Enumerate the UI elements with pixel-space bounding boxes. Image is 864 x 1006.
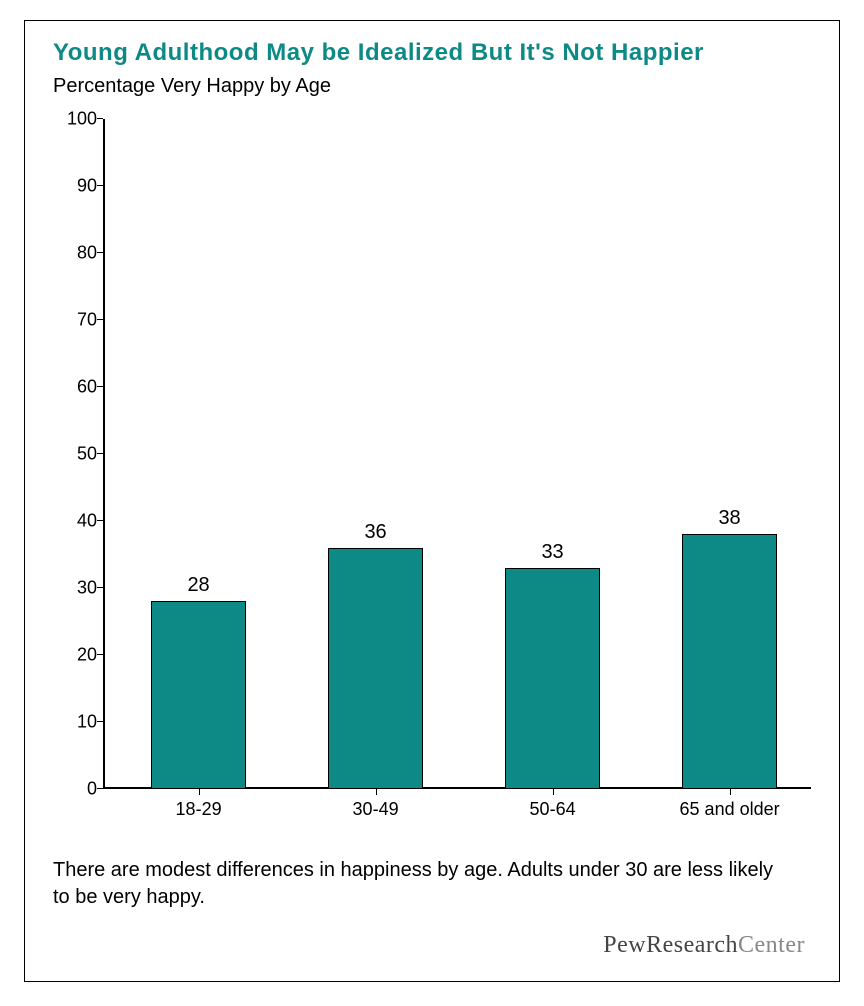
y-tick-label: 0: [53, 779, 97, 800]
footer-brand: PewResearchCenter: [603, 932, 805, 959]
y-tick-mark: [97, 118, 103, 119]
bar: 36: [328, 548, 424, 789]
y-tick-mark: [97, 587, 103, 588]
footer-brand-prefix: PewResearch: [603, 932, 738, 958]
y-tick-label: 60: [53, 377, 97, 398]
chart-area: 28 36 33 38 0 10 20 30 40 50 60 70 80 90 100 18-2930-…: [53, 109, 815, 829]
y-tick-mark: [97, 252, 103, 253]
y-tick-mark: [97, 520, 103, 521]
x-axis-label: 18-29: [110, 799, 287, 820]
y-tick-label: 30: [53, 578, 97, 599]
page: Young Adulthood May be Idealized But It'…: [0, 0, 864, 1006]
plot-region: 28363338 0102030405060708090100: [103, 119, 811, 789]
y-tick-mark: [97, 185, 103, 186]
y-tick-label: 40: [53, 511, 97, 532]
x-axis-label: 50-64: [464, 799, 641, 820]
x-axis-label: 65 and older: [641, 799, 818, 820]
bar: 28: [151, 601, 247, 789]
bar: 38: [682, 534, 778, 789]
y-tick-mark: [97, 721, 103, 722]
bars-container: 28 36 33 38: [103, 119, 811, 789]
y-tick-label: 20: [53, 645, 97, 666]
y-tick-label: 50: [53, 444, 97, 465]
bar-value-label: 28: [122, 574, 276, 597]
chart-caption: There are modest differences in happines…: [53, 857, 793, 911]
y-tick-label: 80: [53, 243, 97, 264]
y-tick-label: 70: [53, 310, 97, 331]
bar-value-label: 33: [476, 541, 630, 564]
bar: 33: [505, 568, 601, 789]
y-tick-mark: [97, 386, 103, 387]
bar-value-label: 36: [299, 521, 453, 544]
x-axis-label: 30-49: [287, 799, 464, 820]
y-tick-mark: [97, 319, 103, 320]
bar-value-label: 38: [653, 507, 807, 530]
chart-title: Young Adulthood May be Idealized But It'…: [53, 39, 819, 67]
y-tick-mark: [97, 453, 103, 454]
y-tick-mark: [97, 654, 103, 655]
chart-card: Young Adulthood May be Idealized But It'…: [24, 20, 840, 982]
chart-subtitle: Percentage Very Happy by Age: [53, 75, 819, 98]
y-tick-label: 100: [53, 109, 97, 130]
footer-brand-suffix: Center: [738, 932, 805, 958]
y-tick-label: 10: [53, 712, 97, 733]
y-tick-mark: [97, 788, 103, 789]
x-labels-container: 18-2930-4950-6465 and older: [103, 793, 811, 829]
y-tick-label: 90: [53, 176, 97, 197]
